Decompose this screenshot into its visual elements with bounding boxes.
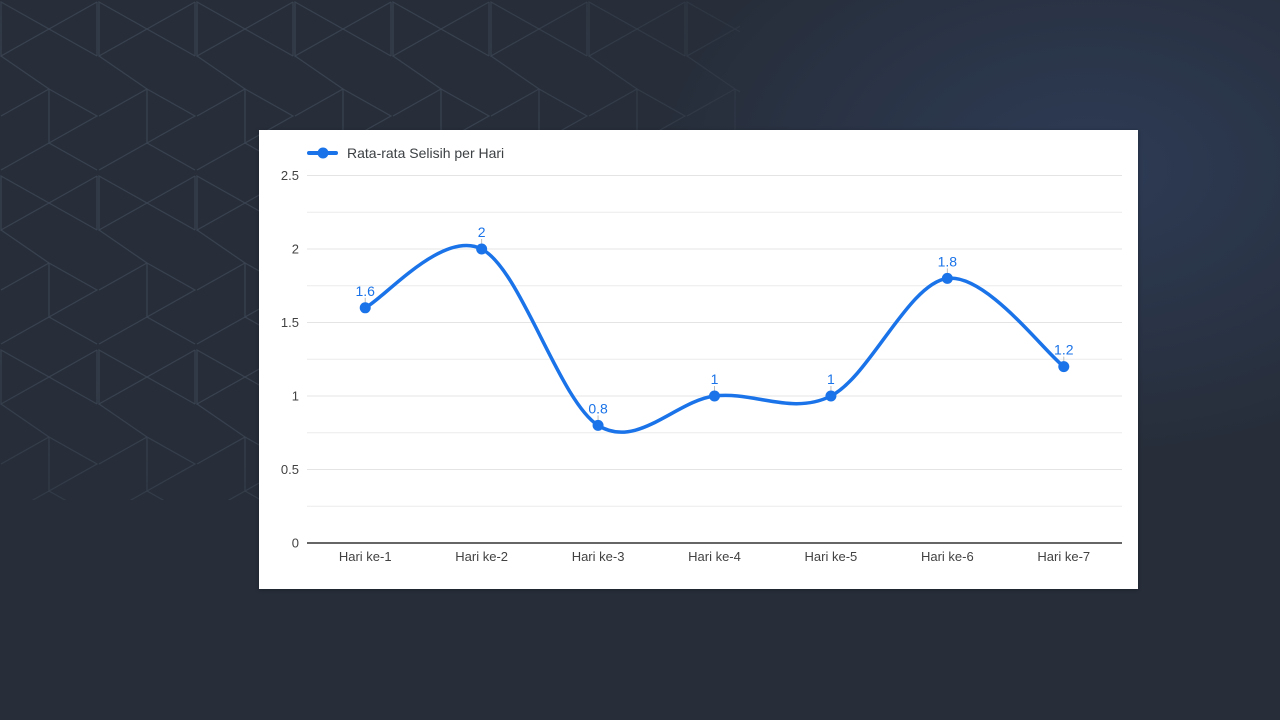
data-label: 1.2 [1054,342,1074,358]
legend-line-marker [307,147,338,159]
y-tick-label: 1 [292,389,299,404]
y-tick-label: 2 [292,242,299,257]
data-label: 1 [827,371,835,387]
y-tick-label: 1.5 [281,315,299,330]
x-tick-label: Hari ke-5 [805,549,858,564]
data-point[interactable] [592,419,604,431]
x-tick-label: Hari ke-1 [339,549,392,564]
legend-series-label: Rata-rata Selisih per Hari [347,145,505,161]
y-tick-label: 2.5 [281,168,299,183]
data-label: 2 [478,224,486,240]
x-tick-label: Hari ke-7 [1037,549,1090,564]
data-label: 0.8 [588,400,608,416]
chart-svg: 1.6 2 0.8 1 1 1.8 1.2 0 0.5 1 1.5 2 2.5 Hari ke-1 Hari… [281,168,1122,564]
data-point[interactable] [709,390,720,402]
series-line [363,243,1066,434]
x-tick-label: Hari ke-2 [455,549,508,564]
data-point[interactable] [1058,361,1070,373]
data-point[interactable] [825,390,837,402]
data-point[interactable] [476,243,488,255]
y-tick-label: 0.5 [281,462,299,477]
x-tick-label: Hari ke-4 [688,549,741,564]
legend-point-icon [317,147,328,159]
chart-card: Rata-rata Selisih per Hari 1.6 2 0.8 1 1 1.8 1… [259,130,1138,589]
chart-legend: Rata-rata Selisih per Hari [307,143,504,163]
data-label: 1 [711,371,719,387]
data-label: 1.8 [938,253,958,269]
data-label: 1.6 [355,283,375,299]
data-point[interactable] [941,272,953,284]
data-point[interactable] [359,302,371,314]
y-tick-label: 0 [292,536,299,551]
x-tick-label: Hari ke-3 [572,549,625,564]
x-tick-label: Hari ke-6 [921,549,974,564]
